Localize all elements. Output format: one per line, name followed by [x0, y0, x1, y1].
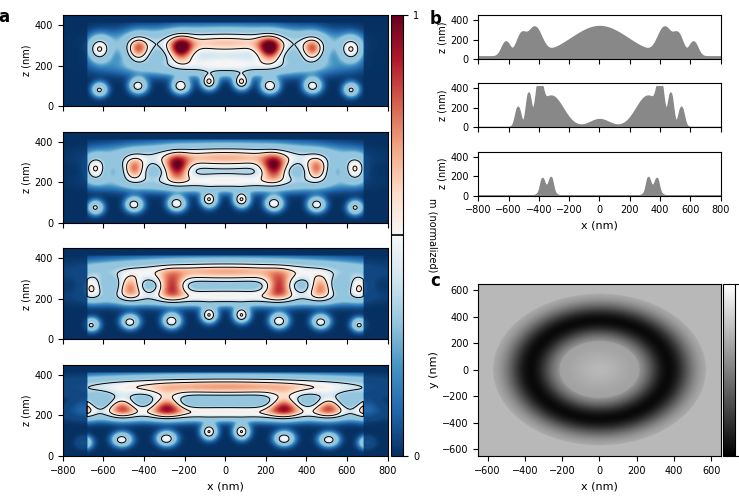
Y-axis label: z (nm): z (nm) [22, 161, 32, 193]
Y-axis label: y (nm): y (nm) [429, 351, 439, 388]
X-axis label: x (nm): x (nm) [581, 481, 618, 491]
Y-axis label: z (nm): z (nm) [22, 278, 32, 310]
Y-axis label: z (nm): z (nm) [437, 158, 447, 189]
Y-axis label: z (nm): z (nm) [22, 45, 32, 76]
Y-axis label: m (normalized): m (normalized) [427, 198, 437, 273]
Text: b: b [430, 10, 442, 28]
Y-axis label: z (nm): z (nm) [437, 90, 447, 121]
X-axis label: x (nm): x (nm) [581, 221, 618, 231]
X-axis label: x (nm): x (nm) [207, 481, 244, 491]
Y-axis label: z (nm): z (nm) [437, 22, 447, 53]
Text: c: c [430, 272, 440, 290]
Y-axis label: z (nm): z (nm) [22, 395, 32, 426]
Text: a: a [0, 8, 9, 26]
